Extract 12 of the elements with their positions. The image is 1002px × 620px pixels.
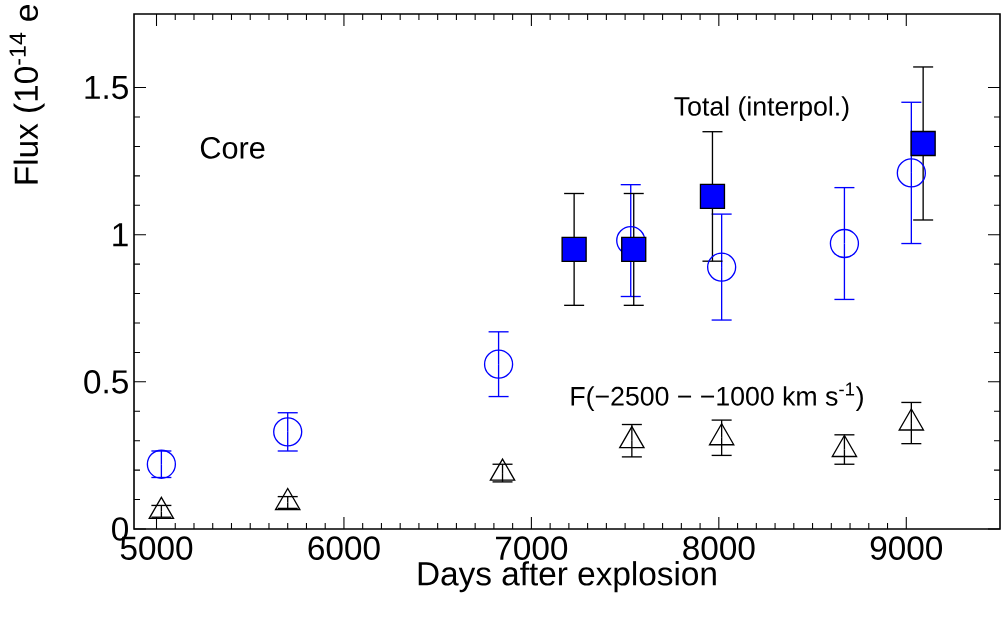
- x-tick-label: 7000: [496, 536, 568, 560]
- x-tick-label: 8000: [683, 536, 755, 560]
- y-axis-title: Flux (10$^{-14}$ e: [9, 5, 45, 184]
- series-label: F(−2500 − −1000 km s$^{-1}$): [571, 382, 863, 411]
- y-tick-label: 0.5: [84, 370, 128, 394]
- x-tick-label: 6000: [308, 536, 380, 560]
- text: Total (interpol.): [674, 96, 849, 122]
- y-tick-label: 1: [113, 223, 128, 247]
- y-tick-label: 1.5: [85, 75, 128, 100]
- annotation: Core: [200, 137, 265, 159]
- x-tick-label: 9000: [870, 536, 943, 560]
- x-axis-title: Days after explosion: [418, 561, 716, 593]
